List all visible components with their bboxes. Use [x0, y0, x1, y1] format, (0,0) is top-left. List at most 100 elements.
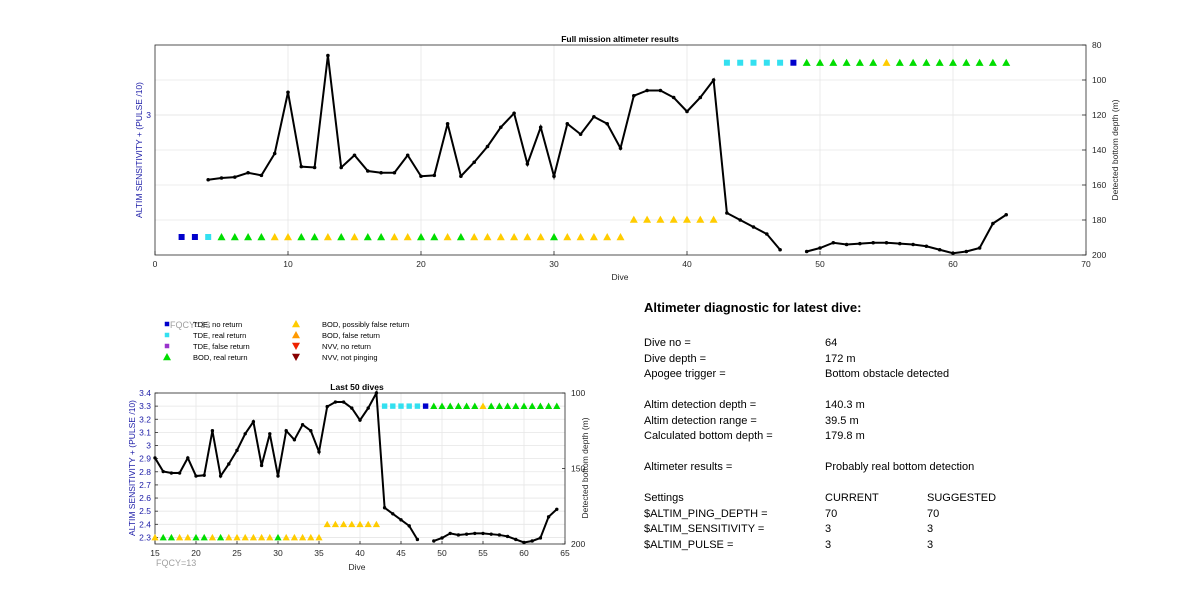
sub-x-ticks: 15 20 25 30 35 40 45 50 55 60 65 — [150, 541, 570, 558]
dive-depth-label: Dive depth = — [644, 352, 707, 365]
sub-marker — [151, 533, 159, 541]
main-depth-point — [964, 249, 969, 254]
main-depth-point — [632, 93, 636, 98]
ping-depth-suggested: 70 — [927, 507, 940, 520]
main-depth-point — [884, 240, 889, 245]
main-depth-point — [671, 95, 676, 100]
main-depth-point — [272, 151, 277, 156]
main-marker — [510, 233, 519, 241]
main-depth-point — [366, 169, 370, 173]
legend-symbol — [292, 353, 300, 361]
sub-marker — [381, 403, 388, 409]
sub-depth-point — [358, 418, 362, 422]
sub-depth-point — [276, 474, 280, 478]
sub-marker — [274, 533, 282, 541]
sub-xtick-label: 40 — [355, 548, 365, 558]
sub-ltick-label: 2.8 — [139, 467, 151, 477]
main-marker — [777, 59, 784, 66]
sub-marker — [233, 533, 241, 541]
sub-marker — [323, 520, 331, 528]
sub-depth-point — [235, 448, 239, 453]
sub-depth-point — [530, 539, 534, 543]
main-marker — [922, 58, 931, 66]
main-marker — [842, 58, 851, 66]
results-row: Altimeter results = Probably real bottom … — [644, 460, 1164, 476]
main-marker — [629, 215, 638, 223]
legend-symbol — [292, 331, 300, 339]
sub-ltick-label: 3.3 — [139, 401, 151, 411]
main-marker — [603, 233, 612, 241]
sub-marker — [504, 402, 512, 410]
sub-right-ticks: 100 150 200 — [562, 388, 585, 549]
sub-chart: 15 20 25 30 35 40 45 50 55 60 65 2.32.42.52.62.72.… — [127, 382, 590, 572]
sub-depth-point — [464, 532, 469, 536]
main-marker — [962, 58, 971, 66]
dive-depth-value: 172 m — [825, 352, 856, 365]
main-rtick-label: 200 — [1092, 250, 1106, 260]
sub-ltick-label: 2.7 — [139, 480, 151, 490]
sub-depth-point — [374, 391, 379, 395]
main-marker — [683, 215, 691, 223]
main-depth-point — [618, 146, 623, 151]
main-marker — [230, 233, 239, 241]
sub-depth-point — [292, 438, 297, 442]
diagnostic-title: Altimeter diagnostic for latest dive: — [644, 300, 862, 315]
sub-marker — [398, 403, 404, 409]
diagnostic-panel: Altimeter diagnostic for latest dive: Di… — [644, 300, 1164, 553]
main-marker — [616, 233, 625, 241]
dive-no-value: 64 — [825, 337, 838, 349]
main-depth-point — [977, 246, 982, 250]
sub-marker — [495, 402, 503, 410]
main-depth-point — [911, 242, 915, 247]
main-depth-point — [552, 174, 556, 179]
sub-ltick-label: 3.4 — [139, 388, 151, 398]
main-markers — [178, 58, 1011, 241]
main-depth-point — [565, 121, 570, 126]
main-marker — [217, 233, 226, 241]
legend-label: TDE, real return — [193, 331, 246, 340]
main-marker — [723, 59, 730, 66]
settings-header-row: Settings CURRENT SUGGESTED — [644, 491, 1164, 507]
main-marker — [205, 234, 212, 240]
calc-depth-row: Calculated bottom depth = 179.8 m — [644, 429, 1164, 445]
main-marker — [895, 58, 904, 66]
main-marker — [297, 233, 306, 241]
sub-marker — [159, 533, 167, 541]
legend-symbol — [292, 320, 300, 328]
pulse-current: 3 — [825, 538, 832, 551]
sub-rtick-label: 200 — [571, 539, 585, 549]
main-marker — [483, 233, 492, 241]
sub-ltick-label: 2.6 — [139, 493, 151, 503]
main-depth-point — [804, 249, 809, 254]
sub-fqcy-label: FQCY=13 — [156, 558, 196, 568]
main-depth-point — [326, 53, 330, 58]
ping-depth-label: $ALTIM_PING_DEPTH = — [644, 507, 768, 520]
main-depth-point — [778, 247, 782, 252]
main-xtick-label: 70 — [1081, 259, 1091, 269]
main-depth-point — [299, 164, 304, 169]
main-marker — [669, 215, 678, 223]
sub-marker — [348, 520, 356, 528]
sub-depth-point — [473, 531, 477, 536]
calc-depth-label: Calculated bottom depth = — [644, 430, 773, 442]
sub-marker — [340, 520, 348, 528]
main-marker — [523, 233, 532, 241]
main-ylabel-left: ALTIM SENSITIVITY + (PULSE /10) — [134, 82, 144, 218]
main-marker — [909, 58, 918, 66]
main-xtick-label: 20 — [416, 259, 426, 269]
legend-symbol — [164, 321, 170, 327]
sub-marker — [430, 402, 438, 410]
sub-marker — [422, 403, 429, 409]
main-depth-point — [844, 242, 849, 247]
sub-depth-point — [169, 471, 174, 475]
main-marker — [456, 233, 465, 241]
sub-marker — [356, 520, 364, 528]
sub-marker — [225, 533, 233, 541]
sub-marker — [553, 402, 561, 410]
main-depth-point — [645, 88, 649, 93]
main-depth-point — [206, 177, 210, 182]
det-depth-row: Altim detection depth = 140.3 m — [644, 398, 1164, 414]
main-rtick-label: 100 — [1092, 75, 1106, 85]
sub-depth-point — [259, 463, 264, 468]
sub-depth-point — [202, 473, 206, 477]
